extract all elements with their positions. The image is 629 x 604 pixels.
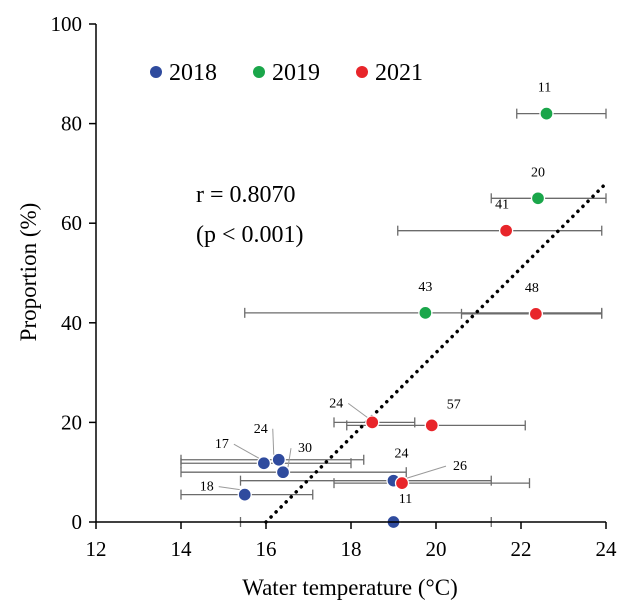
- y-tick-label: 60: [61, 211, 82, 235]
- label-leader-line: [272, 428, 275, 455]
- x-tick-label: 20: [426, 537, 447, 561]
- correlation-p-text: (p < 0.001): [196, 222, 304, 248]
- data-point-2018: [275, 465, 291, 480]
- x-tick-label: 16: [256, 537, 277, 561]
- x-tick-label: 22: [511, 537, 532, 561]
- point-label: 24: [395, 447, 409, 462]
- x-tick-label: 18: [341, 537, 362, 561]
- point-label: 43: [418, 280, 432, 295]
- point-label: 48: [525, 281, 539, 296]
- axis-title-y: Proportion (%): [16, 203, 41, 342]
- y-tick-label: 20: [61, 410, 82, 434]
- trendline: [264, 181, 608, 524]
- correlation-r-text: r = 0.8070: [196, 182, 296, 208]
- point-label: 11: [399, 492, 412, 507]
- x-tick-label: 12: [86, 537, 107, 561]
- point-label: 57: [447, 397, 461, 412]
- y-tick-label: 40: [61, 311, 82, 335]
- point-label: 41: [495, 198, 509, 213]
- point-label: 30: [298, 441, 312, 456]
- axis-title-x: Water temperature (°C): [242, 575, 458, 600]
- y-tick-label: 80: [61, 112, 82, 136]
- y-tick-label: 0: [72, 510, 83, 534]
- data-point-2018: [271, 452, 286, 467]
- point-label: 26: [453, 459, 467, 474]
- data-point-2021: [528, 306, 544, 321]
- legend-marker-2021: [356, 66, 368, 78]
- legend-label-2021: 2021: [375, 60, 423, 86]
- label-leader-line: [218, 486, 240, 491]
- data-point-2021: [498, 223, 514, 238]
- label-leader-lines: [218, 402, 447, 491]
- point-label: 17: [215, 437, 229, 452]
- data-points: [237, 106, 554, 530]
- point-label: 11: [538, 81, 551, 96]
- data-point-2018: [256, 456, 272, 471]
- label-leader-line: [233, 443, 260, 459]
- point-label: 18: [200, 480, 214, 495]
- data-point-2021: [424, 418, 439, 433]
- data-point-2021: [365, 415, 380, 430]
- data-point-2019: [530, 191, 546, 206]
- x-tick-label: 24: [596, 537, 618, 561]
- point-label: 24: [254, 422, 268, 437]
- legend: 2018 2019 2021: [150, 60, 423, 86]
- data-point-2019: [418, 305, 433, 320]
- point-label: 20: [531, 165, 545, 180]
- label-leader-line: [347, 402, 368, 418]
- x-tick-label: 14: [171, 537, 193, 561]
- point-label: 24: [329, 396, 343, 411]
- data-point-2019: [539, 106, 554, 121]
- point-labels: 18 17 24 30 24 11 11 20 43 41 48 24 57 26: [200, 81, 551, 507]
- axes: 12 14 16 18 20 22 24 0 20 40 60 80 100: [51, 12, 618, 561]
- trendline-group: [264, 181, 608, 524]
- label-leader-line: [287, 448, 292, 468]
- legend-label-2019: 2019: [272, 60, 320, 86]
- legend-marker-2019: [253, 66, 265, 78]
- data-point-2021: [394, 476, 410, 491]
- y-tick-label: 100: [51, 12, 83, 36]
- legend-marker-2018: [150, 66, 162, 78]
- label-leader-line: [406, 465, 447, 479]
- legend-label-2018: 2018: [169, 60, 217, 86]
- data-point-2018: [237, 487, 252, 502]
